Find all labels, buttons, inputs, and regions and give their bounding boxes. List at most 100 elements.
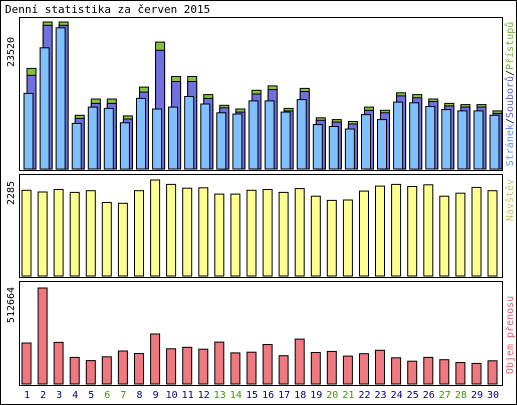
pages-bar (312, 124, 323, 170)
visits-bar (359, 190, 369, 277)
visits-bar (21, 189, 32, 277)
visits-bar (471, 186, 482, 277)
pages-bar (216, 112, 227, 170)
day-label: 10 (166, 390, 178, 401)
transfer-bar (262, 344, 273, 385)
day-label: 7 (120, 390, 126, 401)
main-ymax-label: 23520 (6, 37, 17, 67)
pages-bar (328, 126, 339, 170)
transfer-bar (69, 356, 80, 385)
transfer-bar (391, 357, 402, 385)
day-label: 8 (136, 390, 142, 401)
visits-bar (310, 195, 321, 277)
legend-hits: Přístupů (504, 22, 516, 70)
visits-bar (214, 193, 225, 277)
pages-bar (168, 106, 179, 170)
day-label: 20 (326, 390, 338, 401)
day-label: 13 (214, 390, 226, 401)
day-label: 19 (310, 390, 322, 401)
pages-bar (184, 96, 195, 170)
visits-bar (69, 191, 80, 277)
visits-bar (230, 193, 241, 277)
day-label: 9 (153, 390, 159, 401)
visits-bar (278, 191, 289, 277)
pages-bar (232, 113, 243, 170)
day-label: 16 (262, 390, 274, 401)
pages-bar (71, 122, 82, 170)
visits-bar (294, 188, 305, 277)
transfer-bar (85, 360, 96, 385)
visits-bar (391, 183, 402, 277)
transfer-bars-group (21, 287, 498, 385)
transfer-bar (455, 362, 466, 385)
transfer-bar (487, 360, 498, 385)
pages-bar (248, 100, 259, 170)
day-label: 30 (487, 390, 499, 401)
pages-bar (473, 110, 484, 170)
transfer-bar (166, 348, 177, 385)
pages-bar (200, 103, 211, 170)
transfer-bar (37, 287, 48, 385)
main-legend: Stránek/Souborů/Přístupů (504, 22, 516, 167)
transfer-bar (53, 341, 64, 385)
day-label: 29 (471, 390, 483, 401)
pages-bar (152, 108, 163, 170)
transfer-ymax-label: 512664 (6, 287, 17, 323)
pages-bar (377, 119, 387, 170)
visits-panel-frame (19, 174, 503, 278)
pages-bar (23, 92, 34, 170)
day-label: 22 (358, 390, 370, 401)
pages-bar (457, 110, 468, 170)
pages-bar (344, 128, 355, 170)
visits-bar (198, 187, 209, 277)
pages-bar (264, 100, 275, 170)
day-label: 18 (294, 390, 306, 401)
visits-bar (85, 190, 96, 277)
legend-files: Souborů (504, 76, 516, 118)
day-label: 17 (278, 390, 290, 401)
pages-bar (87, 106, 98, 170)
legend-pages: Stránek (504, 124, 516, 166)
pages-bar (441, 109, 452, 170)
day-label: 11 (182, 390, 194, 401)
day-label: 24 (391, 390, 403, 401)
pages-bar (489, 114, 500, 170)
visits-bar (117, 202, 128, 277)
transfer-bar (423, 356, 434, 385)
transfer-bar (134, 353, 144, 385)
transfer-bar (294, 338, 305, 385)
transfer-bar (407, 360, 418, 385)
transfer-bar (246, 351, 257, 385)
transfer-bar (375, 349, 385, 385)
visits-bar (246, 189, 257, 277)
pages-bar (103, 107, 114, 170)
pages-bar (425, 106, 436, 170)
visits-bar (423, 184, 434, 277)
transfer-bar (310, 352, 321, 385)
visits-bar (166, 183, 177, 277)
day-label: 21 (342, 390, 354, 401)
pages-bar (280, 111, 291, 170)
visits-bar (455, 192, 466, 277)
visits-bar (326, 199, 337, 277)
transfer-bar (439, 359, 450, 385)
visits-bar (262, 189, 273, 277)
visits-side-label: Návštěv (504, 179, 516, 221)
day-label: 6 (104, 390, 110, 401)
pages-bar (409, 102, 420, 170)
day-label: 14 (230, 390, 242, 401)
visits-bar (182, 187, 193, 277)
pages-bar (296, 99, 307, 170)
day-label: 28 (455, 390, 467, 401)
transfer-bar (101, 356, 112, 385)
day-label: 1 (24, 390, 30, 401)
visits-ymax-label: 2285 (6, 181, 17, 205)
transfer-bar (278, 355, 289, 385)
main-bars-group (23, 21, 503, 170)
visits-bar (150, 179, 161, 277)
day-label: 12 (198, 390, 210, 401)
svg-text:Stránek/Souborů/Přístupů: Stránek/Souborů/Přístupů (504, 22, 516, 167)
visits-bar (101, 202, 112, 277)
transfer-bar (21, 342, 32, 385)
pages-bar (393, 101, 404, 170)
